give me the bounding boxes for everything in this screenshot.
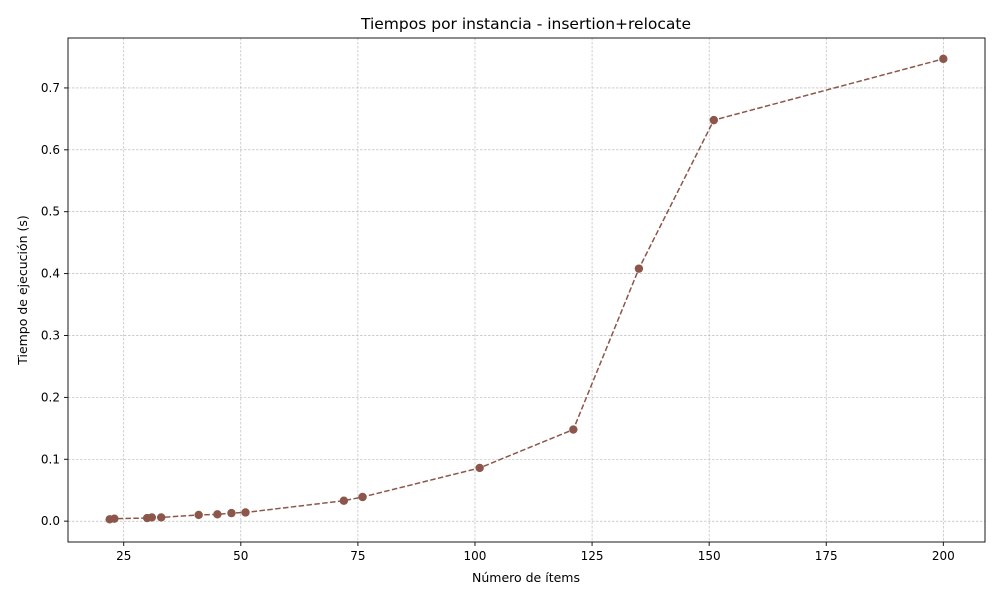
data-point [147, 513, 157, 522]
y-tick-label: 0.7 [41, 81, 60, 95]
data-point [241, 508, 250, 517]
y-tick-label: 0.4 [41, 267, 60, 281]
x-axis-label: Número de ítems [472, 570, 580, 585]
data-point [339, 496, 349, 505]
data-point [939, 54, 948, 64]
x-tick-label: 25 [116, 549, 131, 563]
series-layer [105, 54, 948, 524]
x-tick-label: 125 [581, 549, 604, 563]
grid-horizontal [68, 87, 985, 522]
grid-vertical [123, 38, 944, 542]
y-axis-ticks: 0.0 0.1 0.2 0.3 0.4 0.5 0.6 0.7 [41, 81, 68, 528]
y-tick-label: 0.3 [41, 328, 60, 342]
series-line [109, 58, 944, 521]
y-tick-label: 0.6 [41, 143, 60, 157]
y-tick-label: 0.2 [41, 390, 60, 404]
x-tick-label: 100 [464, 549, 487, 563]
data-point [157, 513, 166, 522]
y-axis-label: Tiempo de ejecución (s) [15, 215, 30, 366]
data-point [475, 463, 484, 473]
x-axis-ticks: 25 50 75 100 125 150 175 200 [116, 542, 955, 563]
data-point [110, 514, 119, 523]
x-tick-label: 175 [815, 549, 838, 563]
y-tick-label: 0.5 [41, 205, 60, 219]
x-tick-label: 75 [350, 549, 365, 563]
data-point [569, 425, 578, 434]
data-point [358, 492, 367, 502]
data-point [194, 510, 203, 520]
data-point [227, 508, 236, 518]
data-point [709, 115, 719, 125]
x-tick-label: 150 [698, 549, 721, 563]
y-tick-label: 0.0 [41, 514, 60, 528]
chart-title: Tiempos por instancia - insertion+reloca… [360, 15, 691, 33]
x-tick-label: 200 [932, 549, 955, 563]
data-point [634, 264, 644, 273]
x-tick-label: 50 [233, 549, 248, 563]
y-tick-label: 0.1 [41, 452, 60, 466]
data-point [213, 510, 222, 519]
plot-frame [67, 37, 986, 543]
